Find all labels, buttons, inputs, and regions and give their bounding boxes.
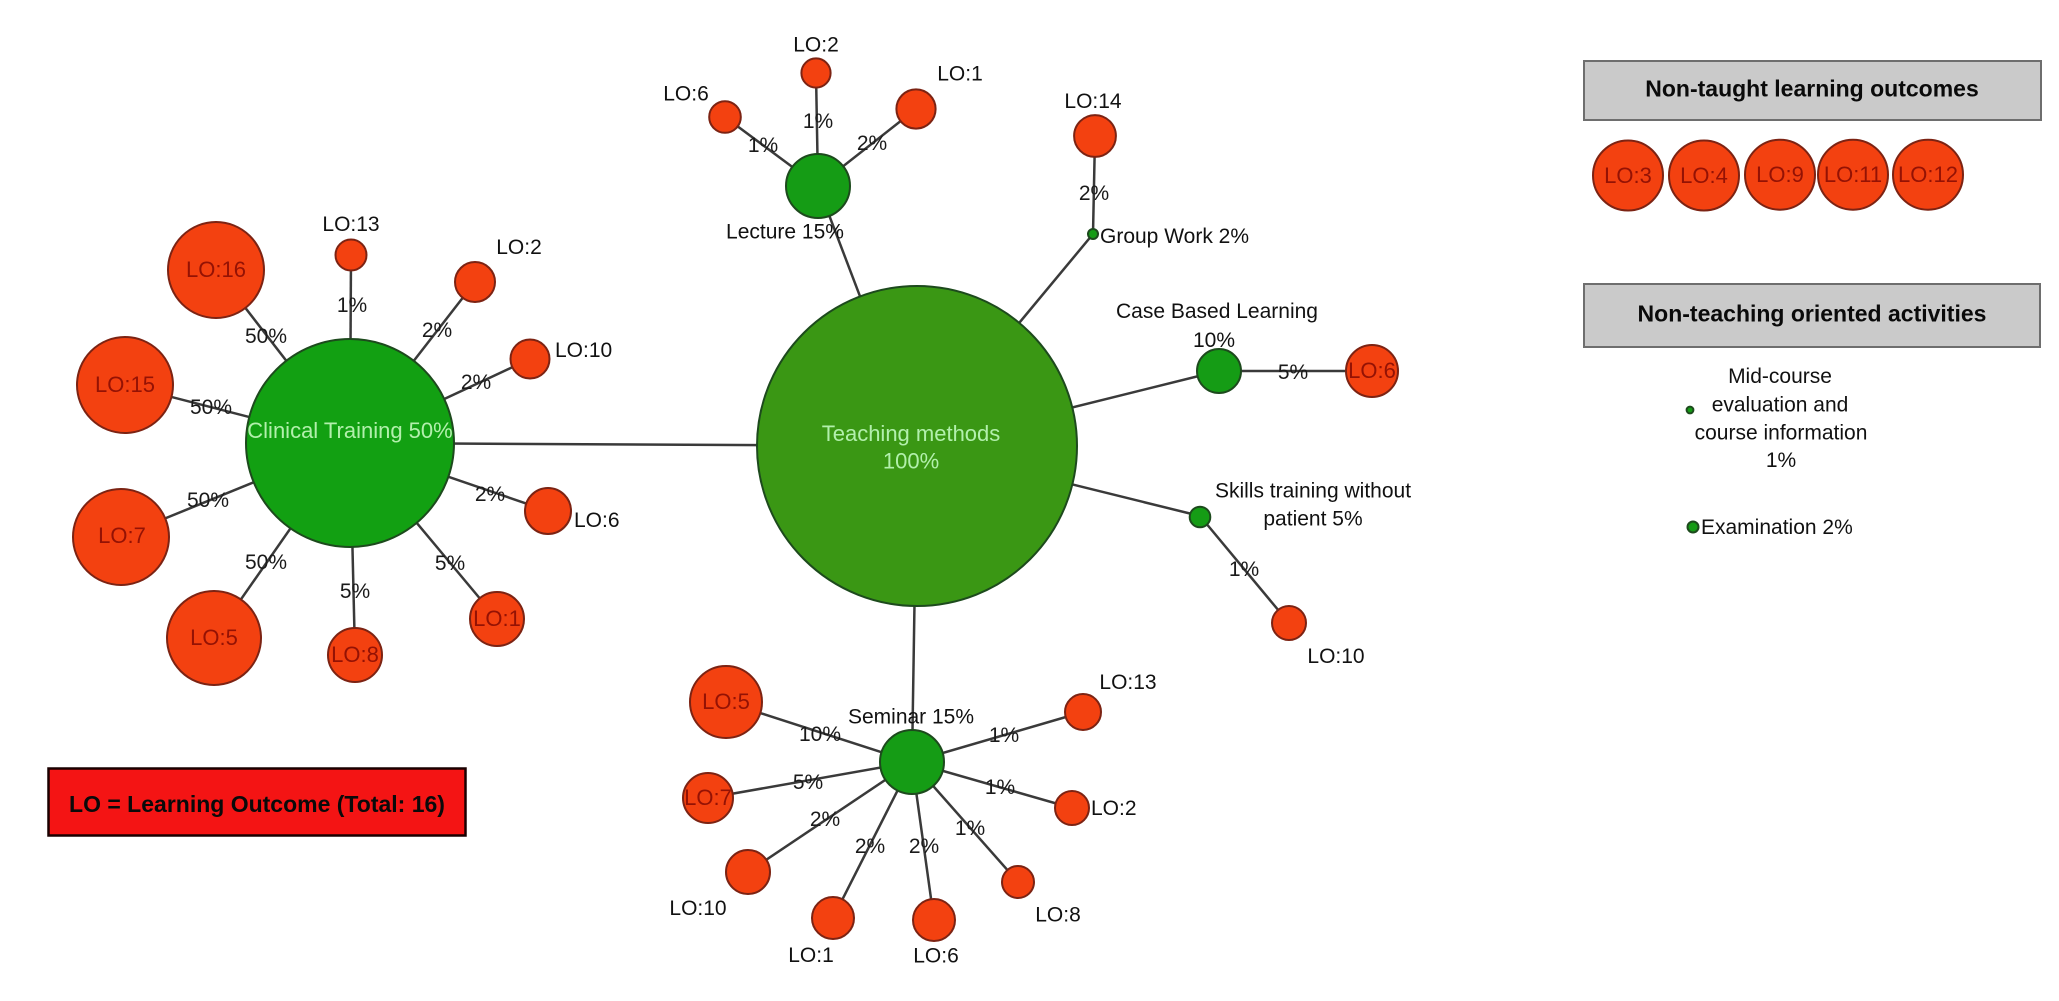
svg-text:1%: 1% — [337, 294, 367, 317]
svg-text:1%: 1% — [989, 724, 1019, 747]
svg-text:LO:6: LO:6 — [913, 945, 959, 968]
svg-text:5%: 5% — [340, 580, 370, 603]
svg-text:course information: course information — [1695, 422, 1868, 445]
svg-text:1%: 1% — [1766, 449, 1796, 472]
svg-text:1%: 1% — [955, 817, 985, 840]
svg-text:1%: 1% — [985, 776, 1015, 799]
svg-text:LO:13: LO:13 — [322, 213, 379, 236]
svg-text:Examination 2%: Examination 2% — [1701, 516, 1853, 539]
svg-text:1%: 1% — [1229, 558, 1259, 581]
svg-text:LO:1: LO:1 — [473, 606, 521, 631]
svg-text:LO:8: LO:8 — [1035, 904, 1081, 927]
svg-text:patient 5%: patient 5% — [1263, 508, 1362, 531]
svg-text:50%: 50% — [187, 489, 229, 512]
svg-text:50%: 50% — [245, 325, 287, 348]
svg-text:2%: 2% — [810, 808, 840, 831]
svg-text:LO:2: LO:2 — [1091, 797, 1137, 820]
svg-text:LO:10: LO:10 — [669, 897, 726, 920]
svg-text:10%: 10% — [1193, 329, 1235, 352]
svg-text:2%: 2% — [909, 835, 939, 858]
svg-text:LO:7: LO:7 — [684, 785, 732, 810]
svg-text:Non-taught learning outcomes: Non-taught learning outcomes — [1645, 76, 1979, 102]
svg-text:LO:10: LO:10 — [1307, 645, 1364, 668]
svg-text:LO:1: LO:1 — [937, 63, 983, 86]
svg-text:100%: 100% — [883, 449, 939, 474]
svg-text:LO:3: LO:3 — [1604, 163, 1652, 188]
svg-text:LO:5: LO:5 — [190, 625, 238, 650]
svg-text:Clinical Training 50%: Clinical Training 50% — [247, 418, 452, 443]
svg-text:50%: 50% — [245, 551, 287, 574]
svg-text:2%: 2% — [855, 835, 885, 858]
svg-text:Mid-course: Mid-course — [1728, 365, 1832, 388]
svg-text:5%: 5% — [793, 771, 823, 794]
svg-text:2%: 2% — [422, 319, 452, 342]
svg-text:2%: 2% — [475, 483, 505, 506]
svg-text:Seminar 15%: Seminar 15% — [848, 706, 974, 729]
svg-text:LO = Learning Outcome (Total:: LO = Learning Outcome (Total: 16) — [69, 791, 445, 817]
svg-text:LO:7: LO:7 — [98, 523, 146, 548]
svg-text:Case Based Learning: Case Based Learning — [1116, 300, 1318, 323]
svg-text:5%: 5% — [1278, 361, 1308, 384]
svg-text:1%: 1% — [803, 110, 833, 133]
svg-text:LO:2: LO:2 — [793, 34, 839, 57]
svg-text:1%: 1% — [748, 134, 778, 157]
svg-text:LO:9: LO:9 — [1756, 162, 1804, 187]
svg-text:50%: 50% — [190, 396, 232, 419]
svg-text:LO:6: LO:6 — [574, 509, 620, 532]
svg-text:LO:16: LO:16 — [186, 257, 246, 282]
svg-text:LO:12: LO:12 — [1898, 162, 1958, 187]
svg-text:LO:6: LO:6 — [663, 83, 709, 106]
svg-text:2%: 2% — [1079, 182, 1109, 205]
svg-text:LO:4: LO:4 — [1680, 163, 1728, 188]
svg-text:LO:6: LO:6 — [1348, 358, 1396, 383]
svg-text:LO:10: LO:10 — [555, 339, 612, 362]
svg-text:Lecture 15%: Lecture 15% — [726, 221, 844, 244]
svg-text:LO:11: LO:11 — [1824, 162, 1882, 187]
svg-text:5%: 5% — [435, 552, 465, 575]
svg-text:2%: 2% — [461, 371, 491, 394]
svg-text:10%: 10% — [799, 723, 841, 746]
svg-text:LO:5: LO:5 — [702, 689, 750, 714]
svg-text:Teaching methods: Teaching methods — [822, 421, 1001, 446]
svg-text:2%: 2% — [857, 132, 887, 155]
svg-text:LO:14: LO:14 — [1064, 90, 1122, 113]
svg-text:LO:15: LO:15 — [95, 372, 155, 397]
svg-text:LO:13: LO:13 — [1099, 671, 1156, 694]
svg-text:LO:8: LO:8 — [331, 642, 379, 667]
svg-text:LO:1: LO:1 — [788, 944, 834, 967]
svg-text:evaluation and: evaluation and — [1712, 394, 1849, 417]
svg-text:LO:2: LO:2 — [496, 236, 542, 259]
svg-text:Skills training without: Skills training without — [1215, 480, 1411, 503]
svg-text:Group Work 2%: Group Work 2% — [1100, 225, 1249, 248]
svg-text:Non-teaching oriented activiti: Non-teaching oriented activities — [1638, 301, 1987, 327]
